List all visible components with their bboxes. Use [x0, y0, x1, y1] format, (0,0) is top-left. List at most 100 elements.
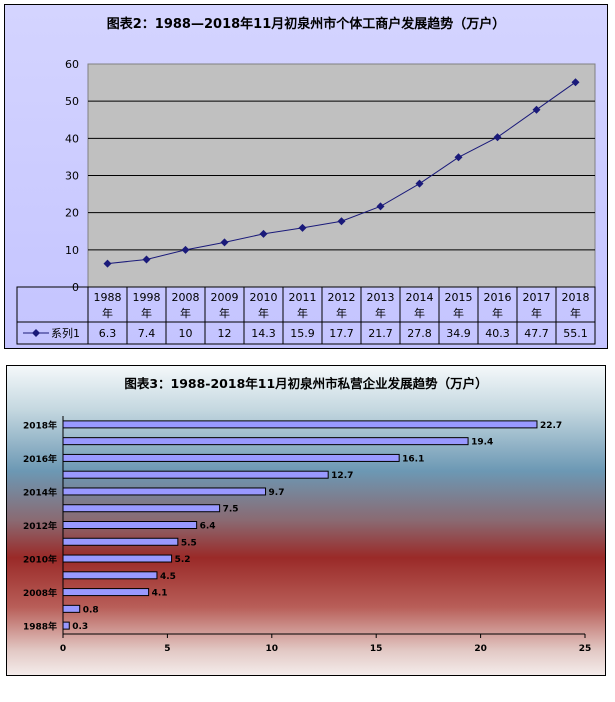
x-tick-label: 2015: [445, 291, 473, 304]
data-point: [532, 105, 541, 114]
bar-value-label: 22.7: [540, 421, 562, 431]
table-value: 6.3: [99, 327, 117, 340]
x-tick-label-suffix: 年: [180, 306, 191, 320]
bar: [62, 453, 400, 462]
table-value: 14.3: [251, 327, 276, 340]
y-tick-label: 60: [65, 58, 79, 71]
x-tick-label: 2013: [367, 291, 395, 304]
x-tick-label: 2009: [211, 291, 239, 304]
data-point: [454, 153, 463, 162]
table-value: 17.7: [329, 327, 354, 340]
x-tick-label-suffix: 年: [453, 306, 464, 320]
x-tick-label-suffix: 年: [414, 306, 425, 320]
data-point: [142, 255, 151, 264]
y-tick-label: 10: [65, 244, 79, 257]
bar-value-label: 12.7: [331, 471, 353, 481]
x-tick-label: 1988: [94, 291, 122, 304]
table-value: 15.9: [290, 327, 315, 340]
data-point: [415, 179, 424, 188]
x-tick-label: 25: [579, 644, 592, 654]
x-tick-label-suffix: 年: [297, 306, 308, 320]
data-point: [259, 229, 268, 238]
bar: [62, 420, 538, 429]
bar-value-label: 0.8: [83, 605, 99, 615]
x-tick-label-suffix: 年: [336, 306, 347, 320]
data-point: [493, 133, 502, 142]
data-table: 1988 年 1998 年 2008 年 2009 年 2010 年 2011 年 2012 年 2013 年…: [16, 286, 596, 345]
bar: [62, 521, 198, 529]
y-tick-label: 40: [65, 132, 79, 145]
bar: [62, 437, 469, 446]
x-tick-label: 2011: [289, 291, 317, 304]
table-value: 10: [179, 327, 193, 340]
data-point: [337, 217, 346, 226]
series-markers: [103, 78, 580, 268]
bar: [62, 571, 158, 580]
table-value: 55.1: [563, 327, 588, 340]
bar-value-label: 9.7: [269, 488, 285, 498]
y-tick-label: 2008年: [23, 587, 57, 599]
y-tick-label: 2014年: [23, 486, 57, 498]
bar-value-label: 4.1: [152, 589, 168, 599]
table-value: 27.8: [407, 327, 432, 340]
bar-value-label: 7.5: [223, 505, 239, 515]
gridlines: [88, 100, 595, 251]
y-tick-label: 2016年: [23, 453, 57, 465]
table-border: [16, 286, 596, 345]
data-point: [220, 238, 229, 247]
legend-marker: [32, 329, 40, 337]
x-tick-label-suffix: 年: [102, 306, 113, 320]
bar-value-label: 0.3: [72, 622, 88, 632]
bar: [62, 554, 173, 563]
chart-individual-businesses: 图表2：1988—2018年11月初泉州市个体工商户发展趋势（万户） 0 10 20…: [4, 4, 608, 349]
table-value: 12: [218, 327, 232, 340]
x-tick-label-suffix: 年: [219, 306, 230, 320]
table-value: 47.7: [524, 327, 549, 340]
chart-area: [7, 366, 605, 675]
table-value: 40.3: [485, 327, 510, 340]
x-tick-label: 2012: [328, 291, 356, 304]
x-tick-label-suffix: 年: [492, 306, 503, 320]
data-point: [376, 202, 385, 211]
bar: [62, 537, 179, 546]
x-tick-label: 0: [60, 644, 66, 654]
y-tick-label: 50: [65, 95, 79, 108]
data-point: [103, 259, 112, 268]
data-point: [181, 245, 190, 254]
chart-title: 图表2：1988—2018年11月初泉州市个体工商户发展趋势（万户）: [107, 16, 506, 32]
chart-title: 图表3：1988-2018年11月初泉州市私营企业发展趋势（万户）: [124, 376, 487, 391]
x-tick-label-suffix: 年: [258, 306, 269, 320]
data-point: [298, 223, 307, 232]
y-tick-label: 2010年: [23, 554, 57, 566]
bar-value-label: 19.4: [471, 438, 493, 448]
x-tick-label: 2010: [250, 291, 278, 304]
bar-chart-svg: 图表3：1988-2018年11月初泉州市私营企业发展趋势（万户） 0.3 0.8…: [7, 366, 605, 675]
bar: [62, 470, 329, 479]
x-tick-label-suffix: 年: [570, 306, 581, 320]
table-value: 21.7: [368, 327, 393, 340]
legend-label: 系列1: [51, 326, 80, 340]
table-value: 7.4: [138, 327, 156, 340]
x-tick-label: 20: [474, 644, 487, 654]
y-tick-label: 30: [65, 170, 79, 183]
x-tick-label: 2018: [562, 291, 590, 304]
bar-value-label: 4.5: [160, 572, 176, 582]
x-tick-label: 10: [266, 644, 279, 654]
x-tick-label-suffix: 年: [531, 306, 542, 320]
bar: [62, 621, 70, 630]
bar-value-label: 5.2: [175, 555, 191, 565]
bar-value-label: 5.5: [181, 538, 197, 548]
bar: [62, 604, 81, 613]
bar: [62, 504, 221, 513]
x-tick-label: 2008: [172, 291, 200, 304]
line-chart-svg: 图表2：1988—2018年11月初泉州市个体工商户发展趋势（万户） 01020…: [5, 5, 607, 348]
x-tick-label: 2016: [484, 291, 512, 304]
bar: [62, 588, 150, 597]
table-value: 34.9: [446, 327, 471, 340]
chart-private-enterprises: 图表3：1988-2018年11月初泉州市私营企业发展趋势（万户） 0.3 0.8…: [6, 365, 606, 676]
x-tick-label-suffix: 年: [141, 306, 152, 320]
x-tick-label: 1998: [133, 291, 161, 304]
data-point: [571, 78, 580, 87]
x-tick-label: 2017: [523, 291, 551, 304]
x-tick-label-suffix: 年: [375, 306, 386, 320]
